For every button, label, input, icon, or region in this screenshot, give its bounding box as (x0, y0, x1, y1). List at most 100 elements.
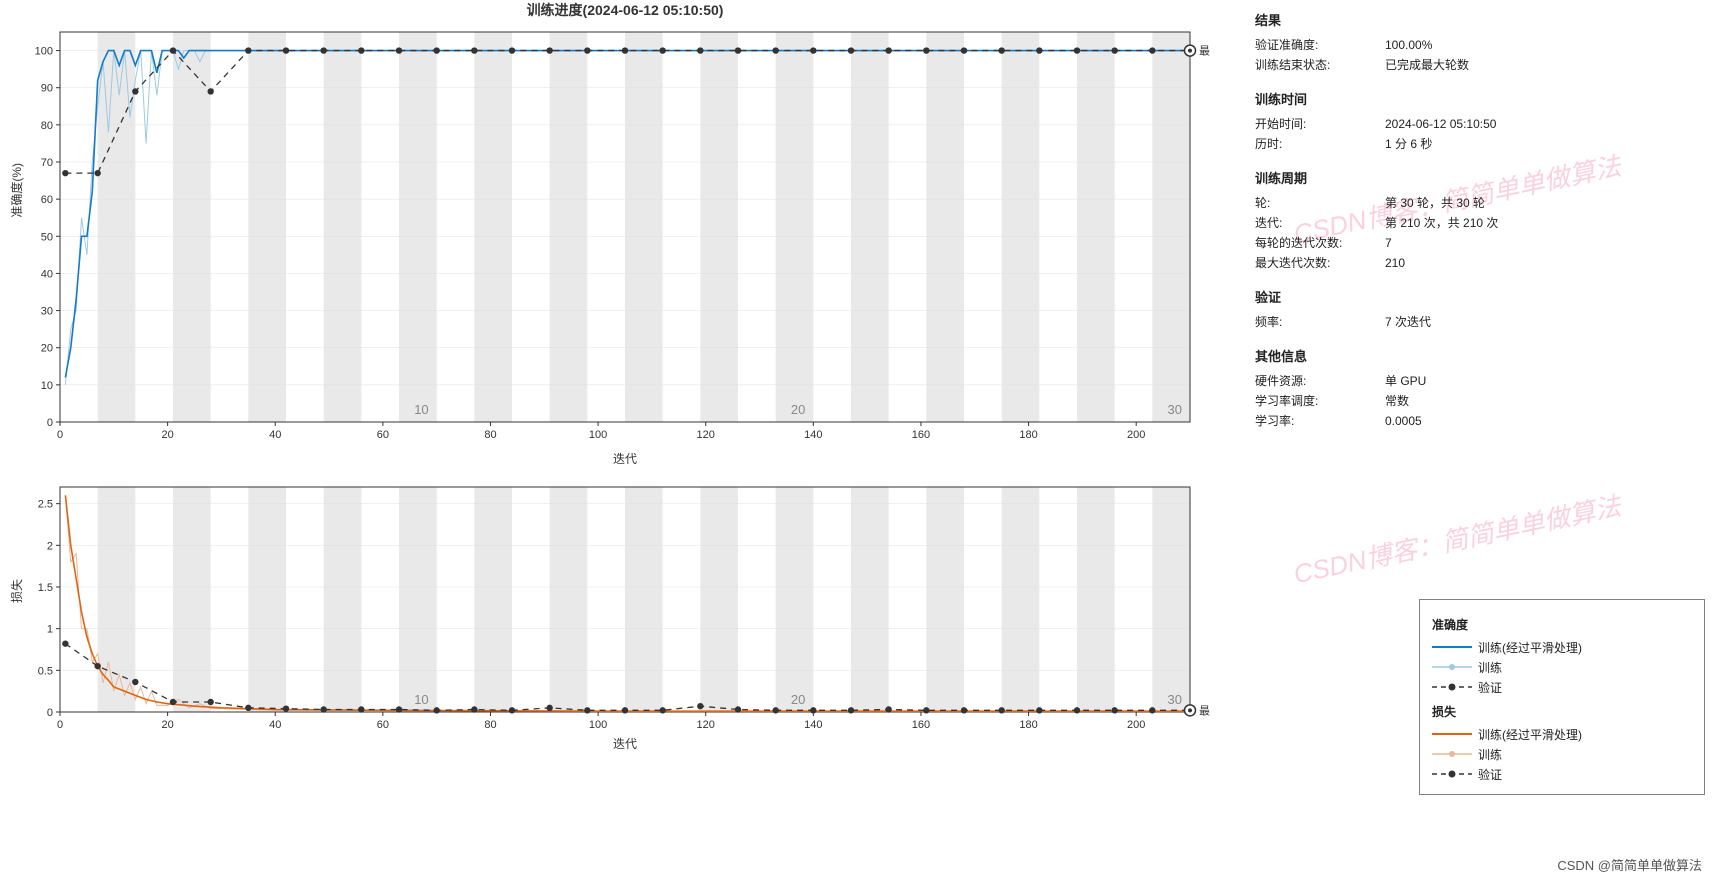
svg-text:100: 100 (589, 719, 607, 731)
svg-text:2.5: 2.5 (38, 499, 53, 511)
legend-label: 训练(经过平滑处理) (1478, 726, 1582, 743)
legend-item: 训练 (1432, 744, 1692, 764)
svg-text:20: 20 (41, 343, 53, 355)
svg-text:20: 20 (791, 692, 805, 707)
svg-text:60: 60 (377, 429, 389, 441)
info-section-header: 结果 (1255, 10, 1705, 29)
svg-text:2: 2 (47, 540, 53, 552)
info-row: 迭代:第 210 次，共 210 次 (1255, 213, 1705, 233)
info-value: 100.00% (1385, 35, 1705, 55)
svg-text:30: 30 (41, 306, 53, 318)
info-value: 2024-06-12 05:10:50 (1385, 114, 1705, 134)
legend-swatch (1432, 640, 1472, 654)
svg-text:120: 120 (697, 719, 715, 731)
info-row: 学习率调度:常数 (1255, 391, 1705, 411)
svg-text:180: 180 (1019, 429, 1037, 441)
legend-header: 损失 (1432, 703, 1692, 720)
legend-box: 准确度训练(经过平滑处理)训练验证损失训练(经过平滑处理)训练验证 (1419, 599, 1705, 795)
svg-text:100: 100 (35, 46, 53, 58)
info-key: 每轮的迭代次数: (1255, 233, 1385, 253)
info-section-header: 训练周期 (1255, 168, 1705, 187)
info-key: 频率: (1255, 312, 1385, 332)
info-section-header: 验证 (1255, 287, 1705, 306)
svg-text:90: 90 (41, 83, 53, 95)
info-row: 学习率:0.0005 (1255, 411, 1705, 431)
svg-text:200: 200 (1127, 429, 1145, 441)
charts-panel: 训练进度(2024-06-12 05:10:50) 准确度(%) 0102030… (0, 0, 1240, 880)
info-key: 硬件资源: (1255, 371, 1385, 391)
legend-swatch (1432, 680, 1472, 694)
svg-text:30: 30 (1168, 692, 1182, 707)
legend-item: 训练(经过平滑处理) (1432, 637, 1692, 657)
accuracy-chart: 0102030405060708090100020406080100120140… (10, 22, 1210, 452)
info-value: 单 GPU (1385, 371, 1705, 391)
svg-text:0: 0 (47, 417, 53, 429)
app-root: CSDN博客：简简单单做算法CSDN博客：简简单单做算法CSDN博客：简简单单做… (0, 0, 1720, 880)
accuracy-y-label: 准确度(%) (8, 162, 25, 217)
svg-text:80: 80 (484, 429, 496, 441)
svg-text:0.5: 0.5 (38, 665, 53, 677)
svg-text:20: 20 (161, 429, 173, 441)
svg-text:100: 100 (589, 429, 607, 441)
info-key: 轮: (1255, 193, 1385, 213)
svg-text:160: 160 (912, 719, 930, 731)
svg-text:70: 70 (41, 157, 53, 169)
svg-text:最终: 最终 (1199, 703, 1210, 717)
info-value: 常数 (1385, 391, 1705, 411)
info-value: 210 (1385, 253, 1705, 273)
info-value: 0.0005 (1385, 411, 1705, 431)
info-section-header: 其他信息 (1255, 346, 1705, 365)
info-value: 已完成最大轮数 (1385, 55, 1705, 75)
svg-text:40: 40 (269, 429, 281, 441)
info-section: 训练周期轮:第 30 轮，共 30 轮迭代:第 210 次，共 210 次每轮的… (1255, 168, 1705, 273)
info-section-header: 训练时间 (1255, 89, 1705, 108)
svg-text:40: 40 (269, 719, 281, 731)
svg-text:40: 40 (41, 268, 53, 280)
legend-item: 训练 (1432, 657, 1692, 677)
svg-text:0: 0 (57, 719, 63, 731)
legend-label: 训练(经过平滑处理) (1478, 639, 1582, 656)
svg-text:140: 140 (804, 429, 822, 441)
svg-text:10: 10 (41, 380, 53, 392)
info-row: 硬件资源:单 GPU (1255, 371, 1705, 391)
svg-text:60: 60 (377, 719, 389, 731)
svg-text:80: 80 (484, 719, 496, 731)
legend-swatch (1432, 727, 1472, 741)
legend-label: 验证 (1478, 679, 1502, 696)
svg-text:180: 180 (1019, 719, 1037, 731)
svg-text:0: 0 (57, 429, 63, 441)
svg-text:160: 160 (912, 429, 930, 441)
info-row: 最大迭代次数:210 (1255, 253, 1705, 273)
svg-text:30: 30 (1168, 402, 1182, 417)
svg-text:1.5: 1.5 (38, 582, 53, 594)
info-row: 轮:第 30 轮，共 30 轮 (1255, 193, 1705, 213)
page-title: 训练进度(2024-06-12 05:10:50) (10, 0, 1240, 20)
accuracy-chart-block: 准确度(%) 010203040506070809010002040608010… (10, 22, 1240, 467)
svg-text:50: 50 (41, 231, 53, 243)
legend-swatch (1432, 660, 1472, 674)
info-key: 学习率: (1255, 411, 1385, 431)
legend-swatch (1432, 747, 1472, 761)
legend-item: 训练(经过平滑处理) (1432, 724, 1692, 744)
svg-text:最终: 最终 (1199, 44, 1210, 58)
legend-label: 训练 (1478, 659, 1502, 676)
info-value: 第 30 轮，共 30 轮 (1385, 193, 1705, 213)
info-value: 第 210 次，共 210 次 (1385, 213, 1705, 233)
info-panel: 结果验证准确度:100.00%训练结束状态:已完成最大轮数训练时间开始时间:20… (1240, 0, 1720, 880)
svg-text:1: 1 (47, 624, 53, 636)
info-key: 验证准确度: (1255, 35, 1385, 55)
loss-chart: 00.511.522.50204060801001201401601802001… (10, 477, 1210, 737)
info-key: 最大迭代次数: (1255, 253, 1385, 273)
loss-y-label: 损失 (8, 578, 25, 602)
info-key: 历时: (1255, 134, 1385, 154)
info-value: 7 次迭代 (1385, 312, 1705, 332)
info-row: 每轮的迭代次数:7 (1255, 233, 1705, 253)
svg-text:200: 200 (1127, 719, 1145, 731)
loss-chart-block: 损失 00.511.522.50204060801001201401601802… (10, 477, 1240, 752)
loss-x-label: 迭代 (10, 735, 1240, 752)
legend-header: 准确度 (1432, 616, 1692, 633)
legend-swatch (1432, 767, 1472, 781)
info-row: 开始时间:2024-06-12 05:10:50 (1255, 114, 1705, 134)
info-value: 1 分 6 秒 (1385, 134, 1705, 154)
info-value: 7 (1385, 233, 1705, 253)
